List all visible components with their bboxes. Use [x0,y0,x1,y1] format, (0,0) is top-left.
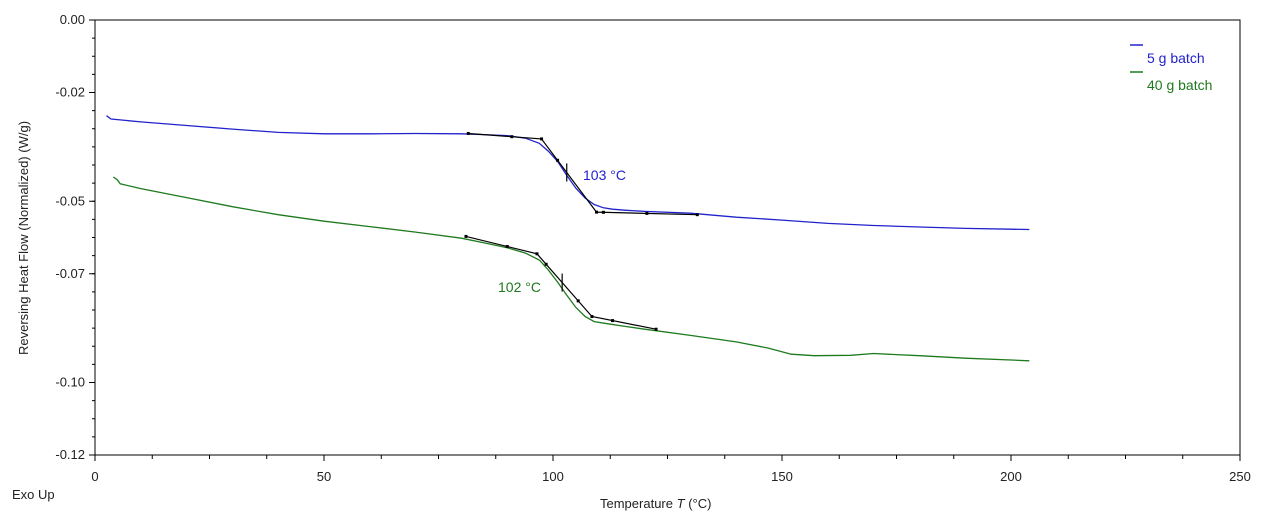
x-tick-label: 0 [91,469,98,484]
tg-annotation: 102 °C [498,279,541,295]
legend-entry: 40 g batch [1147,77,1212,93]
y-axis-title: Reversing Heat Flow (Normalized) (W/g) [16,121,31,355]
y-tick-label: -0.07 [55,266,85,281]
construction-marker [645,211,649,215]
y-tick-label: -0.05 [55,193,85,208]
construction-layer [464,131,699,331]
annotations: 103 °C 102 °C [498,167,626,295]
x-axis-title: Temperature T (°C) [600,496,711,511]
x-tick-label: 150 [771,469,793,484]
construction-marker [654,327,658,331]
construction-marker [540,137,544,141]
legend: 5 g batch 40 g batch [1130,44,1212,93]
construction-marker [576,299,580,303]
construction-marker [556,158,560,162]
construction-marker [535,252,539,256]
construction-marker [695,213,699,217]
x-tick-label: 250 [1229,469,1251,484]
y-tick-label: -0.10 [55,375,85,390]
x-tick-label: 50 [317,469,331,484]
construction-marker [466,131,470,135]
construction-line [465,235,657,330]
construction-marker [510,135,514,139]
series-line-5-g-batch [106,115,1030,231]
construction-marker [505,245,509,249]
construction-marker [611,319,615,323]
construction-marker [464,234,468,238]
y-tick-label: 0.00 [60,12,85,27]
series-layer [106,115,1030,362]
series-line-40-g-batch [112,176,1030,362]
y-tick-label: -0.02 [55,85,85,100]
x-tick-label: 200 [1000,469,1022,484]
y-tick-label: -0.12 [55,447,85,462]
x-tick-label: 100 [542,469,564,484]
legend-entry: 5 g batch [1147,50,1205,66]
axes: 0 50 100 150 200 250 0.00 -0.02 -0.05 -0.07 -0.10 -… [55,12,1250,484]
tg-annotation: 103 °C [583,167,626,183]
construction-marker [595,210,599,214]
construction-marker [590,315,594,319]
construction-marker [544,262,548,266]
exo-up-label: Exo Up [12,487,55,502]
plot-frame [94,19,1241,456]
construction-marker [601,210,605,214]
